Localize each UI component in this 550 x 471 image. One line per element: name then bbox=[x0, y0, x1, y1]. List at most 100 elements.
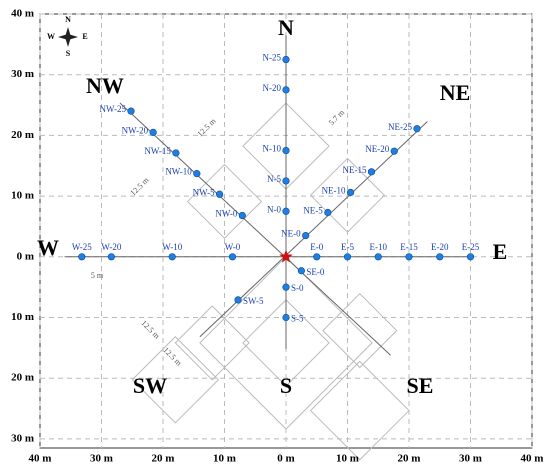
data-point bbox=[282, 313, 290, 322]
data-point bbox=[324, 208, 332, 217]
data-point bbox=[193, 170, 201, 178]
x-tick-label: 0 m bbox=[277, 453, 294, 465]
point-label: NE-0 bbox=[281, 229, 301, 239]
x-tick-label: 20 m bbox=[152, 453, 175, 465]
point-label: N-20 bbox=[263, 83, 282, 93]
data-point bbox=[282, 283, 290, 291]
point-label: S-5 bbox=[291, 314, 304, 324]
point-label: W-0 bbox=[225, 242, 241, 252]
x-tick-label: 30 m bbox=[90, 453, 113, 465]
layout bbox=[131, 102, 410, 461]
data-point bbox=[405, 253, 413, 261]
point-label: NE-5 bbox=[303, 206, 323, 216]
direction-label: SE bbox=[407, 373, 434, 398]
center-point bbox=[279, 249, 293, 263]
y-tick-label: 40 m bbox=[11, 8, 34, 20]
point-label: S-0 bbox=[291, 283, 304, 293]
direction-label: SW bbox=[133, 373, 167, 398]
dimension-label: 12.5 m bbox=[139, 318, 162, 341]
data-point bbox=[346, 188, 355, 197]
y-tick-label: 20 m bbox=[11, 372, 34, 384]
point-label: E-25 bbox=[462, 242, 480, 252]
data-point bbox=[297, 267, 305, 275]
data-point bbox=[282, 86, 290, 94]
decor-diamond bbox=[174, 305, 250, 381]
point-label: NW-25 bbox=[100, 104, 127, 114]
point-label: SE-0 bbox=[306, 267, 325, 277]
data-point bbox=[215, 190, 224, 198]
point-label: NW-20 bbox=[122, 125, 149, 135]
data-point bbox=[238, 211, 246, 220]
point-label: SW-5 bbox=[243, 296, 264, 306]
y-tick-label: 0 m bbox=[17, 250, 34, 262]
data-point bbox=[78, 253, 86, 261]
data-point bbox=[282, 207, 290, 215]
dimension-label: 5 m bbox=[91, 271, 104, 280]
compass: N E S W bbox=[47, 15, 88, 58]
direction-label: N bbox=[278, 15, 294, 40]
direction-label: NW bbox=[86, 73, 124, 98]
data-point bbox=[172, 149, 180, 157]
point-label: N-0 bbox=[267, 204, 281, 214]
y-tick-label: 10 m bbox=[11, 311, 34, 323]
point-label: E-10 bbox=[370, 242, 388, 252]
point-label: NE-15 bbox=[342, 165, 366, 175]
compass-label: W bbox=[47, 32, 55, 41]
data-point bbox=[413, 125, 421, 133]
y-tick-label: 10 m bbox=[11, 190, 34, 202]
point-label: N-25 bbox=[263, 53, 282, 63]
x-tick-label: 10 m bbox=[336, 453, 359, 465]
data-point bbox=[168, 253, 176, 261]
data-point bbox=[374, 253, 382, 261]
decor-diamond bbox=[309, 360, 410, 461]
data-point bbox=[127, 107, 135, 115]
compass-label: S bbox=[66, 49, 71, 58]
direction-label: W bbox=[37, 235, 59, 260]
direction-label: E bbox=[493, 239, 508, 264]
data-point bbox=[302, 231, 310, 240]
data-point bbox=[282, 146, 290, 155]
decor-diamond bbox=[186, 163, 263, 240]
point-label: NW-15 bbox=[144, 146, 171, 156]
data-point bbox=[367, 168, 376, 176]
data-point bbox=[390, 147, 398, 155]
data-point bbox=[282, 55, 290, 64]
x-tick-label: 20 m bbox=[398, 453, 421, 465]
point-label: W-25 bbox=[72, 242, 92, 252]
dimension-label: 12.5 m bbox=[128, 175, 151, 198]
point-label: E-0 bbox=[310, 242, 323, 252]
data-point bbox=[228, 253, 237, 261]
y-tick-label: 20 m bbox=[11, 129, 34, 141]
point-label: N-10 bbox=[263, 144, 282, 154]
point-label: NE-10 bbox=[322, 186, 346, 196]
data-point bbox=[343, 253, 352, 261]
point-label: NE-25 bbox=[388, 122, 412, 132]
data-point bbox=[313, 253, 321, 261]
y-tick-label: 30 m bbox=[11, 432, 34, 444]
compass-label: E bbox=[82, 32, 87, 41]
point-label: NW-0 bbox=[215, 209, 237, 219]
direction-label: S bbox=[280, 373, 292, 398]
x-tick-label: 40 m bbox=[521, 453, 544, 465]
point-label: E-20 bbox=[431, 242, 449, 252]
point-label: NW-10 bbox=[165, 167, 192, 177]
decor-diamond bbox=[322, 292, 398, 369]
data-point bbox=[107, 253, 115, 261]
data-point bbox=[234, 296, 242, 304]
data-point bbox=[282, 177, 290, 185]
spoke bbox=[119, 102, 391, 356]
point-label: E-15 bbox=[400, 242, 418, 252]
compass-label: N bbox=[65, 15, 71, 24]
decor-diamond bbox=[131, 336, 220, 424]
data-point bbox=[466, 253, 475, 261]
point-label: W-10 bbox=[162, 242, 182, 252]
data-point bbox=[149, 128, 157, 136]
point-label: NW-5 bbox=[193, 187, 215, 197]
point-label: N-5 bbox=[267, 174, 281, 184]
point-label: NE-20 bbox=[365, 144, 389, 154]
x-tick-label: 30 m bbox=[459, 453, 482, 465]
point-label: W-20 bbox=[101, 242, 121, 252]
point-label: E-5 bbox=[341, 242, 354, 252]
x-tick-label: 10 m bbox=[213, 453, 236, 465]
